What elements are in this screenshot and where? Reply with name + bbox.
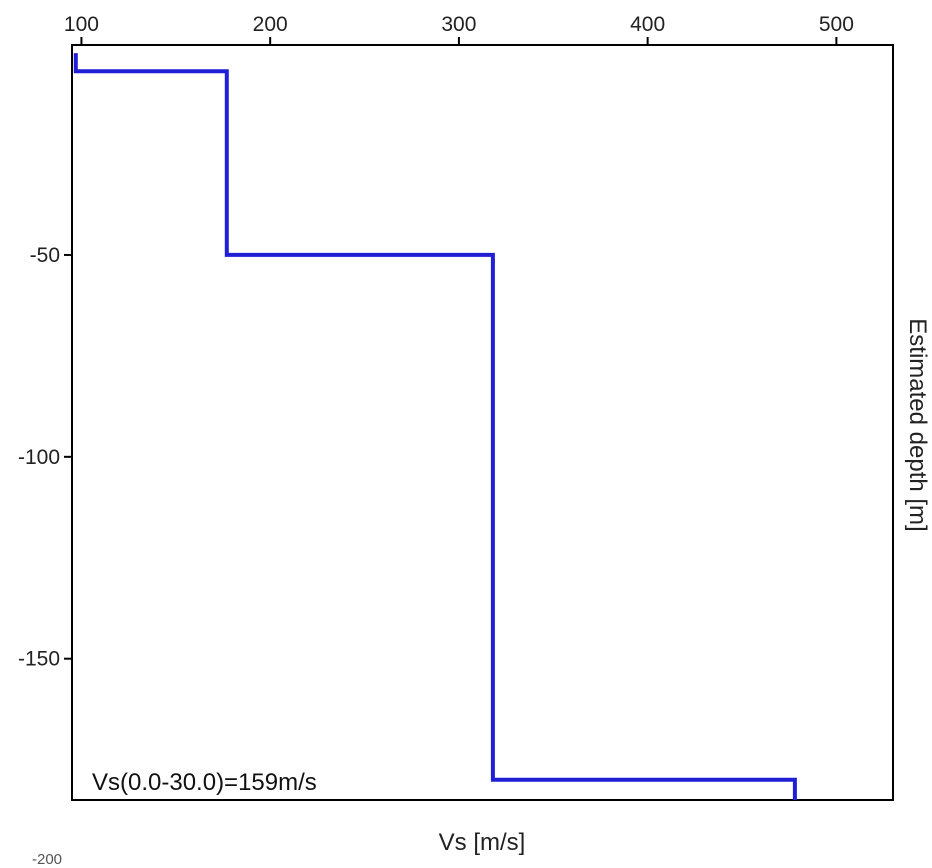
x-tick-label: 500: [819, 13, 854, 36]
x-axis-ticks: 100 200 300 400 500: [64, 13, 854, 45]
x-axis-title: Vs [m/s]: [439, 829, 526, 856]
y-axis-title: Estimated depth [m]: [904, 318, 931, 531]
y-tick-label: -150: [18, 648, 60, 671]
x-tick-label: 300: [441, 13, 476, 36]
x-tick-label: 100: [64, 13, 99, 36]
y-axis-ticks: -50 -100 -150: [18, 244, 72, 671]
vs-profile-line: [73, 53, 797, 800]
x-tick-label: 400: [630, 13, 665, 36]
x-tick-label: 200: [253, 13, 288, 36]
vs30-annotation: Vs(0.0-30.0)=159m/s: [92, 769, 317, 796]
y-tick-label: -50: [30, 244, 60, 267]
plot-frame: [71, 44, 894, 801]
y-tick-label: -100: [18, 446, 60, 469]
cut-off-tick-label: -200: [32, 851, 62, 868]
